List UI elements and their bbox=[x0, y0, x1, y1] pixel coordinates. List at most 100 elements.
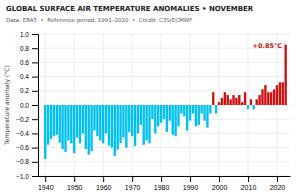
bar bbox=[76, 105, 78, 138]
grid-line bbox=[38, 62, 290, 63]
bar bbox=[105, 105, 107, 133]
bar bbox=[160, 105, 162, 123]
x-tick-label: 2020 bbox=[270, 184, 286, 191]
x-tick: 1990 bbox=[183, 176, 199, 191]
bar bbox=[218, 102, 220, 105]
bars bbox=[44, 45, 287, 159]
bar bbox=[47, 105, 49, 145]
bar bbox=[256, 99, 258, 105]
bar bbox=[108, 105, 110, 145]
x-tick-label: 2010 bbox=[241, 184, 257, 191]
x-tick-mark bbox=[103, 176, 104, 182]
y-tick-mark bbox=[32, 119, 38, 120]
grid-line bbox=[38, 161, 290, 162]
y-tick-mark bbox=[32, 91, 38, 92]
y-tick-mark bbox=[32, 133, 38, 134]
bar bbox=[235, 98, 237, 105]
bar bbox=[261, 89, 263, 105]
bar bbox=[137, 105, 139, 133]
y-tick-mark bbox=[32, 77, 38, 78]
grid-line bbox=[38, 176, 290, 177]
bar bbox=[264, 85, 266, 105]
bar bbox=[79, 105, 81, 143]
bar bbox=[198, 105, 200, 125]
y-axis-label: Temperature anomaly (°C) bbox=[3, 65, 11, 146]
bar bbox=[44, 105, 46, 159]
grid-line bbox=[38, 133, 290, 134]
x-tick-label: 1980 bbox=[154, 184, 170, 191]
grid-line bbox=[276, 34, 277, 176]
y-tick-mark bbox=[32, 62, 38, 63]
x-axis-line bbox=[39, 176, 291, 177]
bar bbox=[93, 105, 95, 131]
chart: GLOBAL SURFACE AIR TEMPERATURE ANOMALIES… bbox=[0, 0, 300, 194]
y-tick: 0.4 bbox=[20, 73, 38, 80]
x-tick-label: 1950 bbox=[67, 184, 83, 191]
grid-line bbox=[38, 34, 290, 35]
bar bbox=[128, 105, 130, 132]
bar bbox=[131, 105, 133, 136]
bar bbox=[273, 89, 275, 105]
y-tick-label: −0.2 bbox=[16, 116, 29, 123]
x-tick: 1960 bbox=[96, 176, 112, 191]
x-tick-mark bbox=[161, 176, 162, 182]
x-tick: 2020 bbox=[270, 176, 286, 191]
x-tick-mark bbox=[190, 176, 191, 182]
y-tick: −0.2 bbox=[16, 116, 38, 123]
bar bbox=[224, 92, 226, 105]
bar bbox=[279, 82, 281, 105]
bar bbox=[59, 105, 61, 143]
grid-line bbox=[38, 147, 290, 148]
bar bbox=[119, 105, 121, 143]
y-tick: −0.4 bbox=[16, 130, 38, 137]
y-tick-label: 0.8 bbox=[20, 45, 29, 52]
grid-line bbox=[103, 34, 104, 176]
bar bbox=[148, 105, 150, 143]
x-axis: 194019501960197019801990200020102020 bbox=[38, 176, 291, 191]
y-tick: 1.0 bbox=[20, 31, 38, 38]
bar bbox=[154, 105, 156, 133]
bar bbox=[140, 105, 142, 125]
x-tick-mark bbox=[219, 176, 220, 182]
bar bbox=[61, 105, 63, 149]
bar bbox=[82, 105, 84, 133]
bar bbox=[169, 105, 171, 121]
bar bbox=[99, 105, 101, 141]
bar bbox=[102, 105, 104, 143]
bar bbox=[195, 105, 197, 126]
grid-line bbox=[219, 34, 220, 176]
grid bbox=[38, 34, 290, 176]
x-tick-label: 1940 bbox=[38, 184, 54, 191]
bar bbox=[186, 105, 188, 131]
y-tick-label: −0.4 bbox=[16, 130, 29, 137]
bar bbox=[244, 92, 246, 105]
x-tick-label: 1970 bbox=[125, 184, 141, 191]
bar bbox=[145, 105, 147, 141]
bar bbox=[174, 105, 176, 136]
bar bbox=[229, 99, 231, 105]
bar bbox=[166, 105, 168, 132]
bar bbox=[189, 105, 191, 121]
bar bbox=[270, 92, 272, 105]
y-tick-label: 0.6 bbox=[20, 59, 29, 66]
bar bbox=[163, 105, 165, 119]
y-tick-mark bbox=[32, 148, 38, 149]
plot-area: 194019501960197019801990200020102020−1.0… bbox=[16, 31, 290, 191]
bar bbox=[122, 105, 124, 138]
bar bbox=[247, 105, 249, 109]
x-tick-mark bbox=[132, 176, 133, 182]
x-tick: 1970 bbox=[125, 176, 141, 191]
y-axis: −1.0−0.8−0.6−0.4−0.20.00.20.40.60.81.0 bbox=[16, 31, 38, 180]
y-tick-mark bbox=[32, 48, 38, 49]
y-tick-mark bbox=[32, 176, 38, 177]
y-tick: −1.0 bbox=[16, 173, 38, 180]
bar bbox=[114, 105, 116, 156]
grid-line bbox=[45, 34, 46, 176]
x-tick: 2010 bbox=[241, 176, 257, 191]
y-tick-label: 0.4 bbox=[20, 73, 29, 80]
bar bbox=[221, 98, 223, 105]
x-tick-mark bbox=[74, 176, 75, 182]
bar bbox=[157, 105, 159, 126]
x-tick-label: 1990 bbox=[183, 184, 199, 191]
bar bbox=[56, 105, 58, 135]
